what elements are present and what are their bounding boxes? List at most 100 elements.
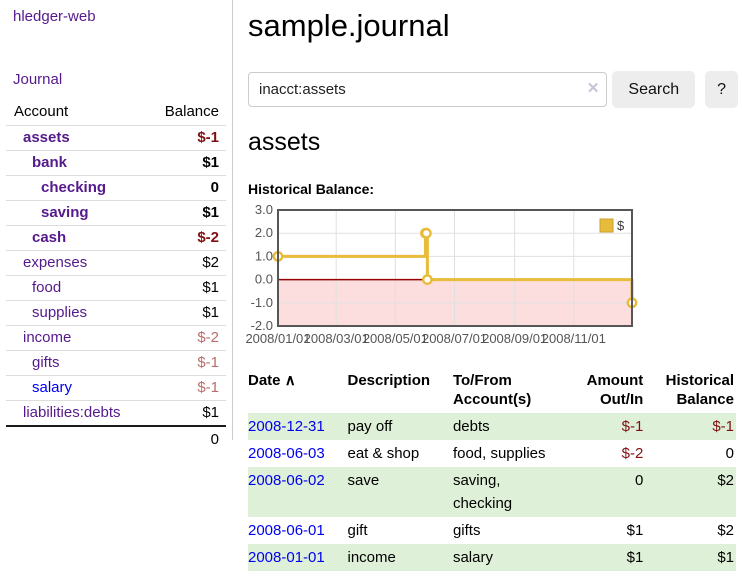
- account-balance: $1: [143, 400, 226, 426]
- account-balance: $1: [143, 150, 226, 176]
- transaction-accounts: debts: [452, 418, 490, 435]
- accounts-total-row: 0: [6, 425, 226, 452]
- account-link[interactable]: assets: [23, 129, 70, 146]
- account-row: cash $-2: [6, 225, 226, 251]
- search-input[interactable]: [248, 72, 608, 107]
- transaction-accounts: gifts: [452, 522, 481, 539]
- account-link[interactable]: salary: [32, 379, 73, 396]
- accounts-column-header: To/From Account(s): [452, 372, 532, 408]
- transaction-description: income: [347, 549, 396, 566]
- x-axis-tick-label: 2008/05/01: [363, 331, 428, 346]
- account-link[interactable]: food: [32, 279, 62, 296]
- account-link[interactable]: income: [23, 329, 72, 346]
- account-row: assets $-1: [6, 125, 226, 151]
- account-link[interactable]: checking: [41, 179, 107, 196]
- transaction-amount: $1: [626, 522, 644, 539]
- account-balance: $-1: [143, 125, 226, 151]
- account-balance: $-2: [143, 225, 226, 251]
- plot-border: [277, 209, 633, 327]
- y-axis-tick-label: 3.0: [255, 204, 273, 217]
- transaction-description: eat & shop: [347, 445, 420, 462]
- sidebar-item-journal[interactable]: Journal: [13, 71, 63, 88]
- account-balance: $1: [143, 300, 226, 326]
- account-link[interactable]: bank: [32, 154, 68, 171]
- data-point-marker[interactable]: [420, 227, 432, 239]
- register-table-header: Date ∧ Description To/From Account(s) Am…: [248, 371, 736, 413]
- account-row: saving $1: [6, 200, 226, 226]
- account-link[interactable]: gifts: [32, 354, 60, 371]
- transaction-balance: $2: [717, 472, 734, 489]
- account-name-cell: supplies: [6, 300, 144, 326]
- transaction-date-link[interactable]: 2008-06-01: [248, 522, 325, 539]
- y-axis-tick-label: 0.0: [255, 272, 273, 287]
- app-title-link[interactable]: hledger-web: [13, 8, 96, 25]
- account-balance: $-1: [143, 375, 226, 401]
- account-name-cell: income: [6, 325, 144, 351]
- account-balance: $-1: [143, 350, 226, 376]
- transaction-date-cell: 2008-06-03: [248, 440, 348, 467]
- account-link[interactable]: expenses: [23, 254, 88, 271]
- account-link[interactable]: supplies: [32, 304, 88, 321]
- transaction-date-cell: 2008-06-01: [248, 517, 348, 544]
- account-link[interactable]: saving: [41, 204, 89, 221]
- transaction-date-link[interactable]: 2008-12-31: [248, 418, 325, 435]
- account-name-cell: checking: [6, 175, 144, 201]
- x-axis-tick-label: 2008/03/01: [304, 331, 369, 346]
- help-button[interactable]: ?: [705, 71, 738, 108]
- y-axis-tick-label: -1.0: [251, 295, 273, 310]
- transaction-amount: $-1: [621, 418, 644, 435]
- account-row: food $1: [6, 275, 226, 301]
- account-balance: $1: [143, 275, 226, 301]
- transaction-date-link[interactable]: 2008-06-02: [248, 472, 325, 489]
- account-name-cell: expenses: [6, 250, 144, 276]
- account-row: salary $-1: [6, 375, 226, 401]
- clear-search-icon[interactable]: ✕: [586, 80, 600, 97]
- transaction-row[interactable]: 2008-06-03 eat & shop food, supplies $-2…: [248, 440, 736, 467]
- legend-label: $: [617, 218, 625, 233]
- account-row: gifts $-1: [6, 350, 226, 376]
- transaction-amount: $1: [626, 549, 644, 566]
- account-link[interactable]: liabilities:debts: [23, 404, 121, 421]
- x-axis-tick-label: 2008/01/01: [245, 331, 310, 346]
- account-row: liabilities:debts $1: [6, 400, 226, 426]
- account-heading: assets: [248, 128, 321, 156]
- sidebar-nav: Journal: [6, 71, 232, 88]
- sort-ascending-icon: ∧: [284, 372, 296, 389]
- transaction-accounts: salary: [452, 549, 493, 566]
- y-axis-tick-label: 1.0: [255, 248, 273, 263]
- amount-column-header: Amount Out/In: [586, 372, 644, 408]
- transaction-date-cell: 2008-12-31: [248, 413, 348, 440]
- transaction-date-link[interactable]: 2008-01-01: [248, 549, 325, 566]
- search-button[interactable]: Search: [612, 71, 696, 108]
- balance-column-header: Historical Balance: [665, 372, 734, 408]
- account-name-cell: saving: [6, 200, 144, 226]
- account-name-cell: liabilities:debts: [6, 400, 144, 426]
- transaction-balance: $2: [717, 522, 734, 539]
- transaction-amount: 0: [634, 472, 644, 489]
- transaction-row[interactable]: 2008-06-02 save saving, checking 0 $2: [248, 467, 736, 517]
- chart-canvas: $3.0 2.0 1.0 0.0 -1.0 -2.02008/01/012008/03/0…: [245, 202, 638, 346]
- sidebar: hledger-web Journal Account Balance asse…: [0, 0, 233, 452]
- account-column-header: Account: [14, 103, 69, 120]
- y-axis-tick-label: 2.0: [255, 225, 273, 240]
- transaction-row[interactable]: 2008-12-31 pay off debts $-1 $-1: [248, 413, 736, 440]
- account-name-cell: assets: [6, 125, 144, 151]
- account-name-cell: cash: [6, 225, 144, 251]
- description-column-header: Description: [347, 372, 431, 389]
- transaction-balance: $-1: [712, 418, 734, 435]
- transaction-row[interactable]: 2008-01-01 income salary $1 $1: [248, 544, 736, 571]
- search-bar: ✕ Search ?: [248, 71, 738, 108]
- x-axis-tick-label: 2008/07/01: [422, 331, 487, 346]
- accounts-table-header: Account Balance: [6, 100, 226, 126]
- date-column-header[interactable]: Date ∧: [248, 371, 348, 413]
- account-row: income $-2: [6, 325, 226, 351]
- transaction-date-cell: 2008-06-02: [248, 467, 348, 517]
- accounts-total-spacer: [6, 425, 144, 452]
- transaction-balance: $1: [717, 549, 734, 566]
- transaction-date-link[interactable]: 2008-06-03: [248, 445, 325, 462]
- account-link[interactable]: cash: [32, 229, 67, 246]
- transaction-row[interactable]: 2008-06-01 gift gifts $1 $2: [248, 517, 736, 544]
- data-point-marker[interactable]: [421, 274, 433, 286]
- account-name-cell: salary: [6, 375, 144, 401]
- transaction-date-cell: 2008-01-01: [248, 544, 348, 571]
